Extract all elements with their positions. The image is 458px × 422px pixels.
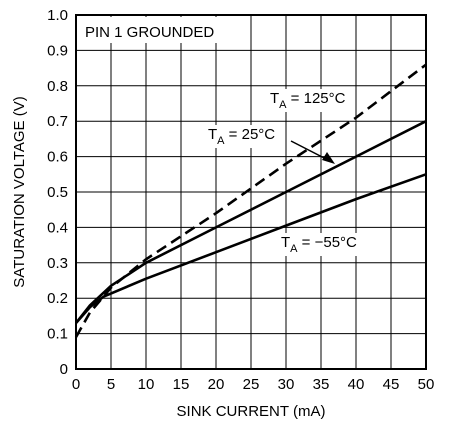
grid [76,15,426,369]
x-tick-label: 15 [173,376,190,393]
x-tick-label: 45 [383,376,400,393]
label-arrow-head [322,152,335,164]
y-tick-label: 0.5 [47,184,68,201]
y-tick-label: 0.8 [47,78,68,95]
x-tick-label: 20 [208,376,225,393]
y-tick-label: 0.3 [47,255,68,272]
label-arrow [290,140,335,164]
x-tick-label: 25 [243,376,260,393]
series-line-1 [74,120,427,324]
tick-labels: 0 5 10 15 20 25 30 35 40 45 50 0 0.1 0.2 0.3 0.4 0.5 0.6 0… [47,7,434,393]
x-tick-label: 10 [138,376,155,393]
x-tick-label: 50 [418,376,435,393]
y-tick-label: 0.4 [47,219,68,236]
x-tick-label: 5 [107,376,115,393]
series-labels: TA = 125°C TA = 25°C TA = −55°C [206,89,360,256]
y-tick-label: 0.1 [47,326,68,343]
series-label-background [268,89,348,112]
x-tick-label: 35 [313,376,330,393]
series-label-background [206,125,278,148]
y-axis-label: SATURATION VOLTAGE (V) [11,96,28,287]
y-tick-label: 1.0 [47,7,68,24]
x-tick-label: 40 [348,376,365,393]
y-tick-label: 0.2 [47,290,68,307]
y-tick-label: 0 [60,361,68,378]
series-label-125c: TA = 125°C [270,90,346,111]
plot-frame [75,14,427,370]
annotation-box: PIN 1 GROUNDED [77,17,235,43]
series-lines [74,63,427,338]
series-label-25c: TA = 25°C [208,126,275,147]
series-line-2 [75,173,427,324]
annotation-box-text: PIN 1 GROUNDED [85,24,214,41]
y-tick-label: 0.7 [47,113,68,130]
y-tick-label: 0.6 [47,149,68,166]
x-axis-label: SINK CURRENT (mA) [177,403,326,420]
x-tick-label: 0 [72,376,80,393]
annotation-box-frame [77,17,235,43]
series-line-0 [74,63,427,338]
series-label-minus55c: TA = −55°C [281,234,357,255]
x-tick-label: 30 [278,376,295,393]
series-label-background [279,233,360,256]
y-tick-label: 0.9 [47,42,68,59]
